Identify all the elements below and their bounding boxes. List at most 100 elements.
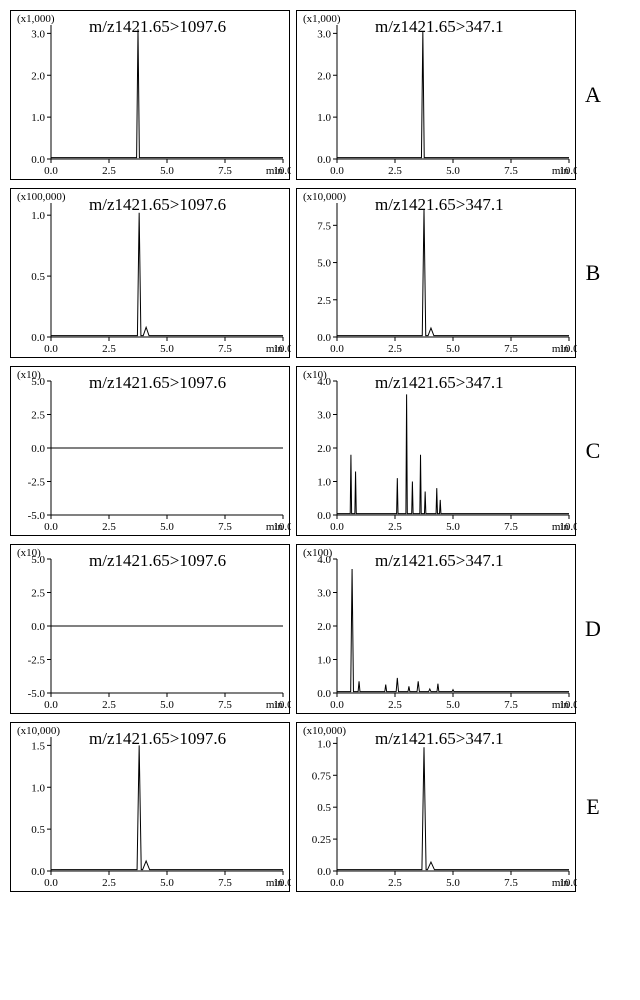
- svg-text:1.0: 1.0: [31, 112, 45, 124]
- svg-text:0.25: 0.25: [312, 834, 332, 846]
- scale-label: (x1,000): [303, 13, 341, 25]
- mz-label: m/z1421.65>1097.6: [89, 373, 226, 393]
- svg-text:7.5: 7.5: [504, 521, 518, 533]
- svg-text:0.0: 0.0: [31, 621, 45, 633]
- svg-text:2.0: 2.0: [317, 70, 331, 82]
- svg-text:7.5: 7.5: [218, 877, 232, 889]
- svg-text:-2.5: -2.5: [28, 655, 46, 667]
- row-label: D: [582, 616, 604, 642]
- svg-text:5.0: 5.0: [446, 877, 460, 889]
- svg-text:min: min: [552, 343, 570, 355]
- svg-text:7.5: 7.5: [504, 877, 518, 889]
- svg-text:0.0: 0.0: [44, 165, 58, 177]
- scale-label: (x10): [303, 369, 327, 381]
- scale-label: (x1,000): [17, 13, 55, 25]
- svg-text:5.0: 5.0: [160, 165, 174, 177]
- svg-text:0.5: 0.5: [317, 802, 331, 814]
- row-label: B: [582, 260, 604, 286]
- mz-label: m/z1421.65>1097.6: [89, 551, 226, 571]
- svg-text:min: min: [266, 165, 284, 177]
- mz-label: m/z1421.65>347.1: [375, 551, 504, 571]
- svg-text:7.5: 7.5: [218, 343, 232, 355]
- svg-text:2.5: 2.5: [388, 343, 402, 355]
- scale-label: (x100,000): [17, 191, 66, 203]
- svg-text:0.5: 0.5: [31, 824, 45, 836]
- svg-text:3.0: 3.0: [317, 588, 331, 600]
- chromatogram-figure: 0.01.02.03.00.02.55.07.510.0min(x1,000)m…: [10, 10, 630, 892]
- scale-label: (x10,000): [303, 191, 346, 203]
- svg-text:5.0: 5.0: [446, 343, 460, 355]
- figure-row: 0.00.51.00.02.55.07.510.0min(x100,000)m/…: [10, 188, 630, 358]
- svg-text:2.5: 2.5: [102, 699, 116, 711]
- chromatogram-panel: 0.00.51.01.50.02.55.07.510.0min(x10,000)…: [10, 722, 290, 892]
- svg-text:2.5: 2.5: [31, 588, 45, 600]
- svg-text:2.0: 2.0: [31, 70, 45, 82]
- svg-text:0.0: 0.0: [330, 699, 344, 711]
- chromatogram-panel: 0.01.02.03.04.00.02.55.07.510.0min(x100)…: [296, 544, 576, 714]
- svg-text:2.5: 2.5: [317, 295, 331, 307]
- svg-text:-2.5: -2.5: [28, 477, 46, 489]
- svg-text:5.0: 5.0: [446, 521, 460, 533]
- svg-text:0.0: 0.0: [31, 443, 45, 455]
- mz-label: m/z1421.65>347.1: [375, 729, 504, 749]
- svg-text:2.5: 2.5: [31, 410, 45, 422]
- svg-text:min: min: [552, 521, 570, 533]
- chromatogram-panel: 0.01.02.03.00.02.55.07.510.0min(x1,000)m…: [10, 10, 290, 180]
- svg-text:5.0: 5.0: [317, 258, 331, 270]
- svg-text:2.5: 2.5: [102, 521, 116, 533]
- svg-text:2.5: 2.5: [388, 521, 402, 533]
- chromatogram-panel: 0.01.02.03.00.02.55.07.510.0min(x1,000)m…: [296, 10, 576, 180]
- svg-text:7.5: 7.5: [504, 165, 518, 177]
- mz-label: m/z1421.65>1097.6: [89, 729, 226, 749]
- mz-label: m/z1421.65>1097.6: [89, 17, 226, 37]
- svg-text:min: min: [266, 699, 284, 711]
- svg-text:2.5: 2.5: [102, 165, 116, 177]
- mz-label: m/z1421.65>1097.6: [89, 195, 226, 215]
- mz-label: m/z1421.65>347.1: [375, 373, 504, 393]
- svg-text:min: min: [266, 343, 284, 355]
- row-label: E: [582, 794, 604, 820]
- svg-text:1.0: 1.0: [31, 782, 45, 794]
- svg-text:min: min: [552, 165, 570, 177]
- svg-text:5.0: 5.0: [160, 521, 174, 533]
- figure-row: -5.0-2.50.02.55.00.02.55.07.510.0min(x10…: [10, 544, 630, 714]
- chromatogram-panel: -5.0-2.50.02.55.00.02.55.07.510.0min(x10…: [10, 544, 290, 714]
- svg-text:7.5: 7.5: [218, 165, 232, 177]
- svg-text:1.0: 1.0: [317, 655, 331, 667]
- scale-label: (x10,000): [17, 725, 60, 737]
- svg-text:2.5: 2.5: [388, 877, 402, 889]
- chromatogram-panel: -5.0-2.50.02.55.00.02.55.07.510.0min(x10…: [10, 366, 290, 536]
- svg-text:7.5: 7.5: [218, 521, 232, 533]
- svg-text:7.5: 7.5: [317, 220, 331, 232]
- svg-text:1.5: 1.5: [31, 740, 45, 752]
- chromatogram-panel: 0.02.55.07.50.02.55.07.510.0min(x10,000)…: [296, 188, 576, 358]
- svg-text:min: min: [552, 699, 570, 711]
- svg-text:5.0: 5.0: [446, 699, 460, 711]
- chromatogram-panel: 0.00.51.00.02.55.07.510.0min(x100,000)m/…: [10, 188, 290, 358]
- figure-row: 0.00.51.01.50.02.55.07.510.0min(x10,000)…: [10, 722, 630, 892]
- svg-text:1.0: 1.0: [31, 210, 45, 222]
- svg-text:0.0: 0.0: [44, 343, 58, 355]
- svg-text:3.0: 3.0: [317, 28, 331, 40]
- svg-text:0.0: 0.0: [330, 521, 344, 533]
- svg-text:7.5: 7.5: [504, 343, 518, 355]
- svg-text:min: min: [266, 877, 284, 889]
- svg-text:min: min: [552, 877, 570, 889]
- svg-text:2.0: 2.0: [317, 443, 331, 455]
- svg-text:0.0: 0.0: [330, 165, 344, 177]
- svg-text:1.0: 1.0: [317, 477, 331, 489]
- figure-row: 0.01.02.03.00.02.55.07.510.0min(x1,000)m…: [10, 10, 630, 180]
- svg-text:0.0: 0.0: [44, 877, 58, 889]
- scale-label: (x10,000): [303, 725, 346, 737]
- svg-text:2.5: 2.5: [102, 877, 116, 889]
- svg-text:3.0: 3.0: [317, 410, 331, 422]
- svg-text:0.0: 0.0: [330, 877, 344, 889]
- svg-text:0.0: 0.0: [330, 343, 344, 355]
- scale-label: (x10): [17, 547, 41, 559]
- svg-text:-5.0: -5.0: [28, 688, 46, 700]
- svg-text:2.5: 2.5: [388, 165, 402, 177]
- figure-row: -5.0-2.50.02.55.00.02.55.07.510.0min(x10…: [10, 366, 630, 536]
- svg-text:0.75: 0.75: [312, 770, 332, 782]
- scale-label: (x10): [17, 369, 41, 381]
- row-label: A: [582, 82, 604, 108]
